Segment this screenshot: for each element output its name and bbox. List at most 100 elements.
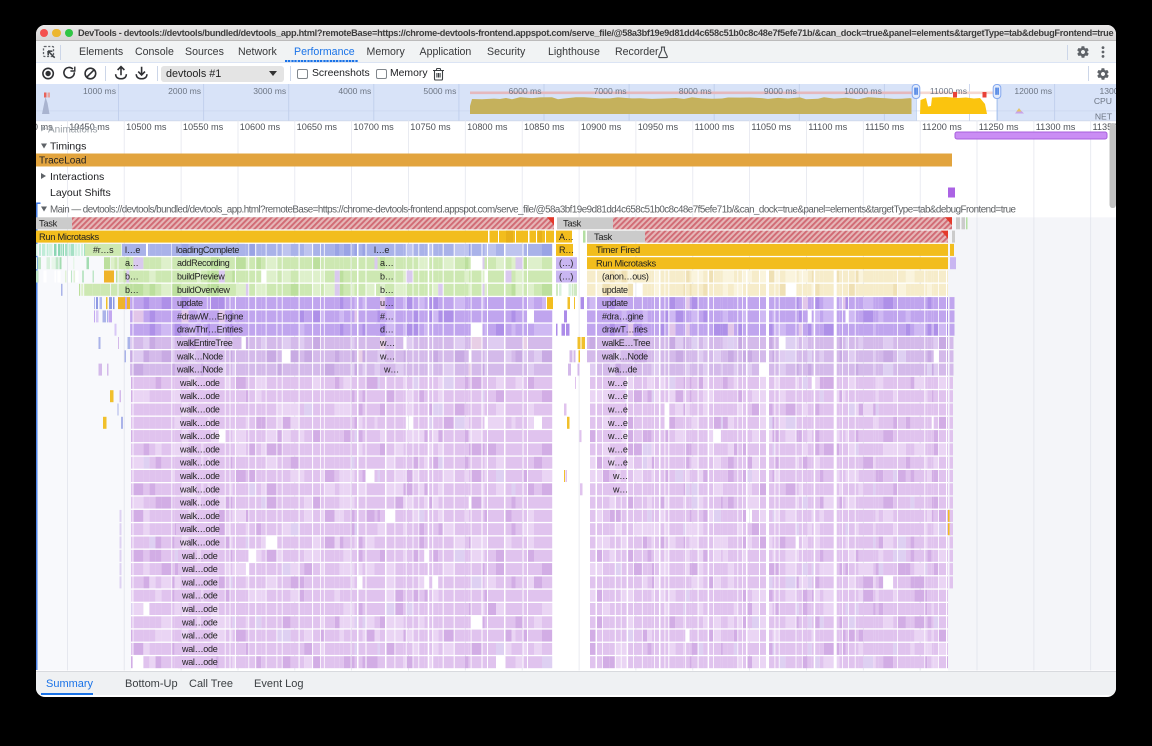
svg-text:w…e: w…e xyxy=(607,458,628,468)
svg-text:TraceLoad: TraceLoad xyxy=(39,156,86,167)
svg-text:10000 ms: 10000 ms xyxy=(844,86,882,96)
svg-text:(anon…ous): (anon…ous) xyxy=(602,272,649,282)
svg-text:(…): (…) xyxy=(559,258,573,268)
svg-text:walk…ode: walk…ode xyxy=(179,444,220,454)
svg-text:11000 ms: 11000 ms xyxy=(695,122,735,132)
svg-text:update: update xyxy=(602,285,628,295)
svg-text:Task: Task xyxy=(39,219,58,229)
svg-text:7000 ms: 7000 ms xyxy=(594,86,627,96)
svg-text:10750 ms: 10750 ms xyxy=(410,122,451,132)
svg-text:10900 ms: 10900 ms xyxy=(581,122,622,132)
svg-text:11350 ms: 11350 ms xyxy=(1093,122,1117,132)
svg-text:Layout Shifts: Layout Shifts xyxy=(50,187,111,199)
svg-text:b…: b… xyxy=(125,285,138,295)
svg-text:walk…ode: walk…ode xyxy=(179,498,220,508)
svg-text:Task: Task xyxy=(594,232,613,242)
svg-text:Interactions: Interactions xyxy=(50,171,104,183)
svg-text:walk…ode: walk…ode xyxy=(179,378,220,388)
svg-text:wal…ode: wal…ode xyxy=(181,644,218,654)
svg-text:w…: w… xyxy=(612,471,628,481)
svg-text:Timer Fired: Timer Fired xyxy=(596,245,640,255)
svg-text:wal…ode: wal…ode xyxy=(181,551,218,561)
svg-text:A…: A… xyxy=(559,232,573,242)
svg-text:walk…ode: walk…ode xyxy=(179,511,220,521)
svg-text:wal…ode: wal…ode xyxy=(181,617,218,627)
svg-text:walk…ode: walk…ode xyxy=(179,431,220,441)
svg-text:wal…ode: wal…ode xyxy=(181,604,218,614)
svg-text:addRecording: addRecording xyxy=(177,258,230,268)
svg-text:NET: NET xyxy=(1095,112,1113,122)
svg-text:11000 ms: 11000 ms xyxy=(930,86,967,96)
svg-text:wal…ode: wal…ode xyxy=(181,577,218,587)
svg-text:(…): (…) xyxy=(559,272,573,282)
svg-text:drawThr…Entries: drawThr…Entries xyxy=(177,325,243,335)
svg-text:Animations: Animations xyxy=(48,125,97,136)
svg-text:w…e: w…e xyxy=(607,444,628,454)
svg-text:10600 ms: 10600 ms xyxy=(240,122,281,132)
svg-text:11200 ms: 11200 ms xyxy=(922,122,962,132)
svg-text:3000 ms: 3000 ms xyxy=(253,86,286,96)
svg-text:l…e: l…e xyxy=(374,245,389,255)
svg-text:wal…ode: wal…ode xyxy=(181,591,218,601)
svg-text:w…e: w…e xyxy=(607,378,628,388)
svg-text:Timings: Timings xyxy=(50,141,86,153)
svg-text:Main — devtools://devtools/bun: Main — devtools://devtools/bundled/devto… xyxy=(50,205,1017,216)
svg-text:walkE…Tree: walkE…Tree xyxy=(601,338,650,348)
svg-text:10550 ms: 10550 ms xyxy=(183,122,224,132)
svg-text:update: update xyxy=(602,298,628,308)
svg-text:walk…Node: walk…Node xyxy=(601,351,648,361)
svg-text:wal…ode: wal…ode xyxy=(181,657,218,667)
svg-text:w…: w… xyxy=(612,484,628,494)
svg-text:10500 ms: 10500 ms xyxy=(126,122,167,132)
svg-text:l…e: l…e xyxy=(125,245,140,255)
svg-text:d…: d… xyxy=(380,325,393,335)
svg-text:w…: w… xyxy=(383,365,399,375)
svg-text:a…: a… xyxy=(380,258,393,268)
svg-text:10950 ms: 10950 ms xyxy=(638,122,679,132)
svg-text:wa…de: wa…de xyxy=(607,365,637,375)
svg-text:5000 ms: 5000 ms xyxy=(423,86,456,96)
svg-text:w…e: w…e xyxy=(607,431,628,441)
svg-text:drawT…ries: drawT…ries xyxy=(602,325,648,335)
svg-text:w…e: w…e xyxy=(607,405,628,415)
svg-text:walk…Node: walk…Node xyxy=(176,365,223,375)
svg-text:Task: Task xyxy=(563,219,582,229)
svg-text:walk…Node: walk…Node xyxy=(176,351,223,361)
svg-text:walk…ode: walk…ode xyxy=(179,418,220,428)
svg-text:10450 ms: 10450 ms xyxy=(69,122,110,132)
svg-text:walk…ode: walk…ode xyxy=(179,524,220,534)
svg-text:10650 ms: 10650 ms xyxy=(297,122,338,132)
svg-text:w…: w… xyxy=(379,338,395,348)
svg-text:walk…ode: walk…ode xyxy=(179,458,220,468)
svg-text:CPU: CPU xyxy=(1094,96,1112,106)
svg-text:11150 ms: 11150 ms xyxy=(865,122,904,132)
svg-text:10800 ms: 10800 ms xyxy=(467,122,508,132)
svg-text:12000 ms: 12000 ms xyxy=(1014,86,1052,96)
svg-text:4000 ms: 4000 ms xyxy=(338,86,371,96)
svg-text:b…: b… xyxy=(380,285,393,295)
svg-text:walkEntireTree: walkEntireTree xyxy=(176,338,233,348)
svg-text:6000 ms: 6000 ms xyxy=(509,86,542,96)
svg-text:R…: R… xyxy=(559,245,574,255)
svg-text:wal…ode: wal…ode xyxy=(181,564,218,574)
svg-text:a…: a… xyxy=(125,258,138,268)
svg-text:2000 ms: 2000 ms xyxy=(168,86,201,96)
svg-text:wal…ode: wal…ode xyxy=(181,631,218,641)
svg-text:1000 ms: 1000 ms xyxy=(83,86,116,96)
svg-text:w…e: w…e xyxy=(607,391,628,401)
svg-text:update: update xyxy=(177,298,203,308)
svg-text:11250 ms: 11250 ms xyxy=(979,122,1019,132)
svg-text:10700 ms: 10700 ms xyxy=(353,122,394,132)
svg-text:#…: #… xyxy=(380,311,393,321)
svg-text:u…: u… xyxy=(380,298,393,308)
svg-text:loadingComplete: loadingComplete xyxy=(176,245,239,255)
svg-text:w…: w… xyxy=(379,351,395,361)
svg-text:11300 ms: 11300 ms xyxy=(1036,122,1076,132)
svg-text:#r…s: #r…s xyxy=(93,245,114,255)
svg-text:w…e: w…e xyxy=(607,418,628,428)
svg-text:walk…ode: walk…ode xyxy=(179,391,220,401)
svg-text:10400 ms: 10400 ms xyxy=(36,122,53,132)
svg-text:walk…ode: walk…ode xyxy=(179,405,220,415)
svg-text:#drawW…Engine: #drawW…Engine xyxy=(177,311,243,321)
svg-text:b…: b… xyxy=(125,272,138,282)
